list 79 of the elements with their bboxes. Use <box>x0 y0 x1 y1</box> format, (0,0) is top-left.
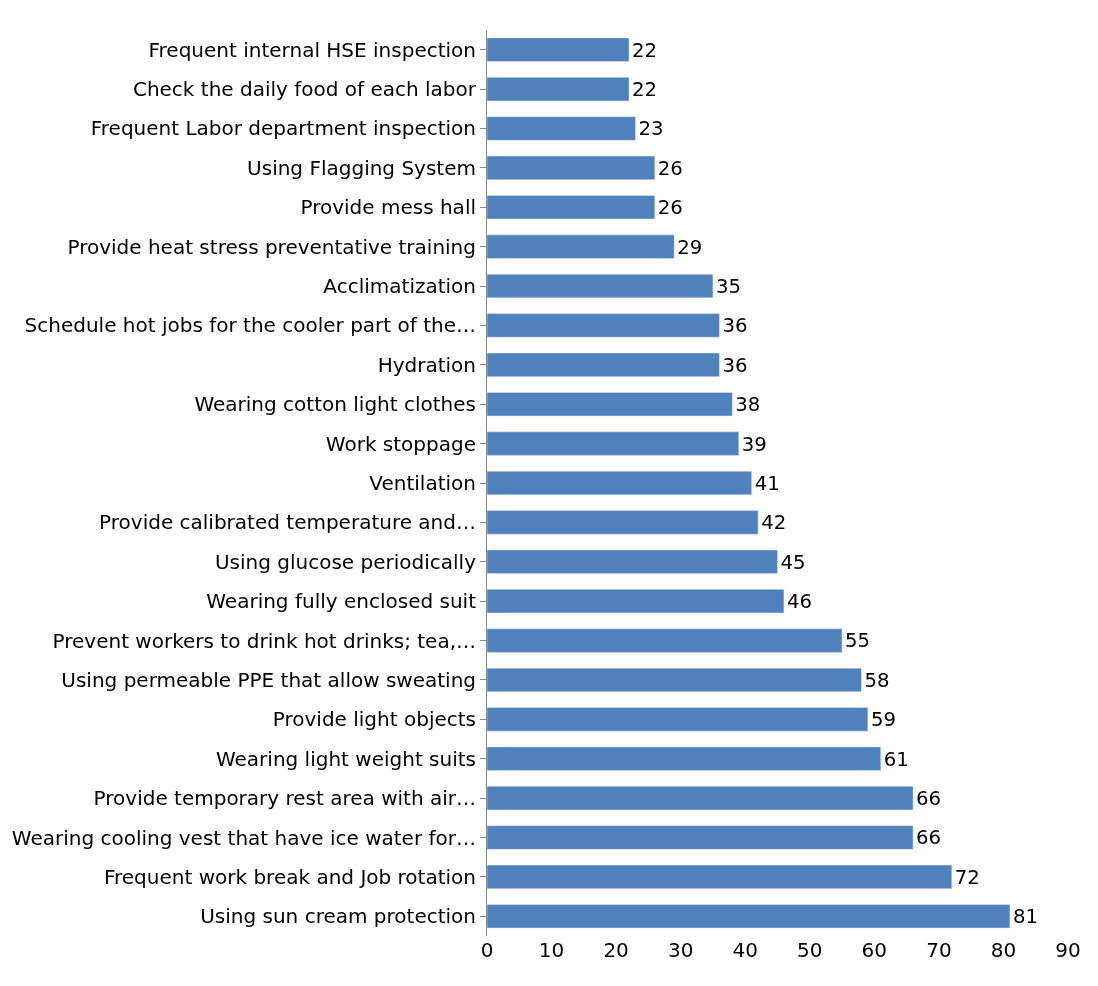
y-tick-label: Check the daily food of each labor <box>132 77 477 102</box>
data-label: 22 <box>632 77 658 101</box>
bar <box>487 786 914 811</box>
data-label: 36 <box>722 353 748 377</box>
y-tick-label: Wearing light weight suits <box>215 746 476 771</box>
x-tick-label: 20 <box>603 938 629 962</box>
bar <box>487 549 778 574</box>
bar <box>487 589 785 614</box>
data-label: 35 <box>715 274 741 298</box>
data-label: 39 <box>741 432 767 456</box>
y-tick-label: Using Flagging System <box>247 155 476 180</box>
bar <box>487 667 862 693</box>
bar <box>487 431 740 456</box>
x-tick-label: 50 <box>797 938 823 962</box>
data-label: 59 <box>870 708 896 732</box>
bar <box>487 352 720 377</box>
x-tick-label: 30 <box>667 938 694 962</box>
data-label: 23 <box>638 117 664 141</box>
y-tick-label: Using glucose periodically <box>214 549 477 574</box>
y-tick-label: Wearing fully enclosed suit <box>206 589 477 614</box>
x-tick-label: 80 <box>990 938 1017 962</box>
data-label: 22 <box>632 38 658 62</box>
bar <box>487 313 720 338</box>
y-tick-label: Provide light objects <box>272 707 476 732</box>
y-tick-label: Frequent work break and Job rotation <box>103 864 476 889</box>
data-label: 29 <box>677 235 703 259</box>
y-tick-label: Schedule hot jobs for the cooler part of the… <box>24 313 476 338</box>
data-label: 66 <box>916 826 942 850</box>
bar <box>487 392 733 417</box>
x-tick-label: 10 <box>538 938 565 962</box>
y-tick-label: Frequent Labor department inspection <box>90 116 476 141</box>
y-tick-label: Prevent workers to drink hot drinks; tea,… <box>52 628 476 653</box>
y-tick-label: Hydration <box>377 352 476 377</box>
y-tick-label: Ventilation <box>369 471 476 495</box>
y-tick-label: Provide temporary rest area with air… <box>93 786 476 811</box>
bar <box>487 470 752 496</box>
y-tick-label: Provide heat stress preventative training <box>67 234 476 259</box>
data-label: 41 <box>754 471 780 495</box>
bar <box>487 77 630 102</box>
y-tick-label: Using permeable PPE that allow sweating <box>61 667 476 692</box>
x-tick-label: 60 <box>861 938 888 962</box>
bar <box>487 155 656 180</box>
bar <box>487 37 630 62</box>
data-label: 55 <box>845 629 871 653</box>
bar <box>487 904 1011 929</box>
y-tick-label: Wearing cotton light clothes <box>194 392 476 417</box>
data-label: 81 <box>1012 905 1038 929</box>
data-label: 38 <box>735 393 761 417</box>
bar <box>487 628 843 653</box>
data-label: 26 <box>657 196 683 220</box>
data-label: 61 <box>883 747 909 771</box>
data-label: 72 <box>954 865 980 889</box>
data-label: 42 <box>761 511 787 535</box>
bar <box>487 273 714 299</box>
data-label: 26 <box>657 156 683 180</box>
y-tick-label: Using sun cream protection <box>200 904 476 929</box>
data-label: 58 <box>864 668 890 692</box>
bar <box>487 864 953 889</box>
bar <box>487 234 675 259</box>
bar <box>487 510 759 535</box>
data-label: 36 <box>722 314 748 338</box>
x-tick-label: 40 <box>732 938 758 962</box>
y-tick-label: Provide calibrated temperature and… <box>99 510 476 535</box>
y-tick-label: Work stoppage <box>325 431 476 456</box>
y-tick-label: Provide mess hall <box>300 195 476 220</box>
y-tick-label: Wearing cooling vest that have ice water for… <box>11 825 476 850</box>
x-tick-label: 90 <box>1055 938 1081 962</box>
data-label: 46 <box>786 590 813 614</box>
data-label: 45 <box>780 550 806 574</box>
bar <box>487 825 914 850</box>
bar <box>487 195 656 220</box>
bar <box>487 746 882 771</box>
y-tick-label: Acclimatization <box>323 274 476 299</box>
data-label: 66 <box>916 787 942 811</box>
x-tick-label: 70 <box>926 938 952 962</box>
x-tick-label: 0 <box>480 938 494 962</box>
bar <box>487 116 636 141</box>
y-tick-label: Frequent internal HSE inspection <box>148 37 476 62</box>
bar <box>487 707 869 732</box>
